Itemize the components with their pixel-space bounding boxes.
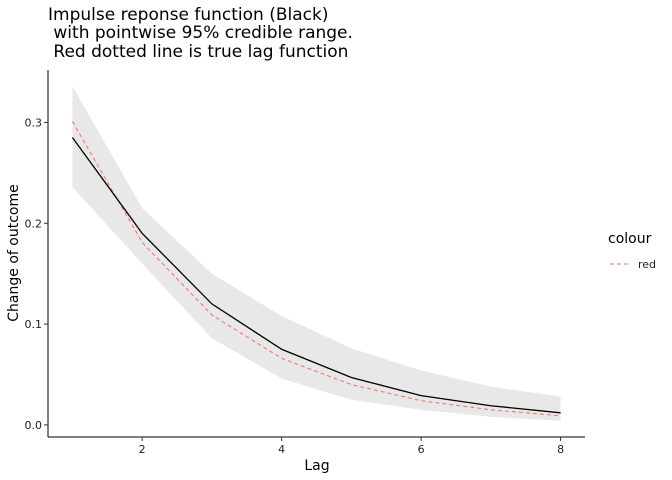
y-tick-label: 0.2 xyxy=(25,217,43,230)
x-axis-title: Lag xyxy=(304,458,329,474)
title-line-2: with pointwise 95% credible range. xyxy=(48,23,353,43)
y-tick-label: 0.3 xyxy=(25,116,43,129)
plot-area xyxy=(71,86,561,421)
chart-title: Impulse reponse function (Black) with po… xyxy=(48,5,353,62)
x-tick-label: 4 xyxy=(278,443,285,456)
y-tick-label: 0.0 xyxy=(25,419,43,432)
y-axis-ticks: 0.0 0.1 0.2 0.3 xyxy=(25,116,48,432)
x-axis-ticks: 2 4 6 8 xyxy=(139,437,564,456)
x-tick-label: 8 xyxy=(557,443,564,456)
title-line-3: Red dotted line is true lag function xyxy=(48,42,348,62)
legend-title: colour xyxy=(608,231,652,247)
true-lag-line xyxy=(71,121,561,417)
impulse-response-line xyxy=(71,137,561,414)
x-tick-label: 2 xyxy=(139,443,146,456)
y-tick-label: 0.1 xyxy=(25,318,43,331)
x-tick-label: 6 xyxy=(418,443,425,456)
title-line-1: Impulse reponse function (Black) xyxy=(48,5,328,25)
legend-label-red: red xyxy=(638,258,656,271)
legend: colour red xyxy=(608,231,656,271)
y-axis-title: Change of outcome xyxy=(6,184,22,321)
credible-range-ribbon xyxy=(72,86,561,421)
